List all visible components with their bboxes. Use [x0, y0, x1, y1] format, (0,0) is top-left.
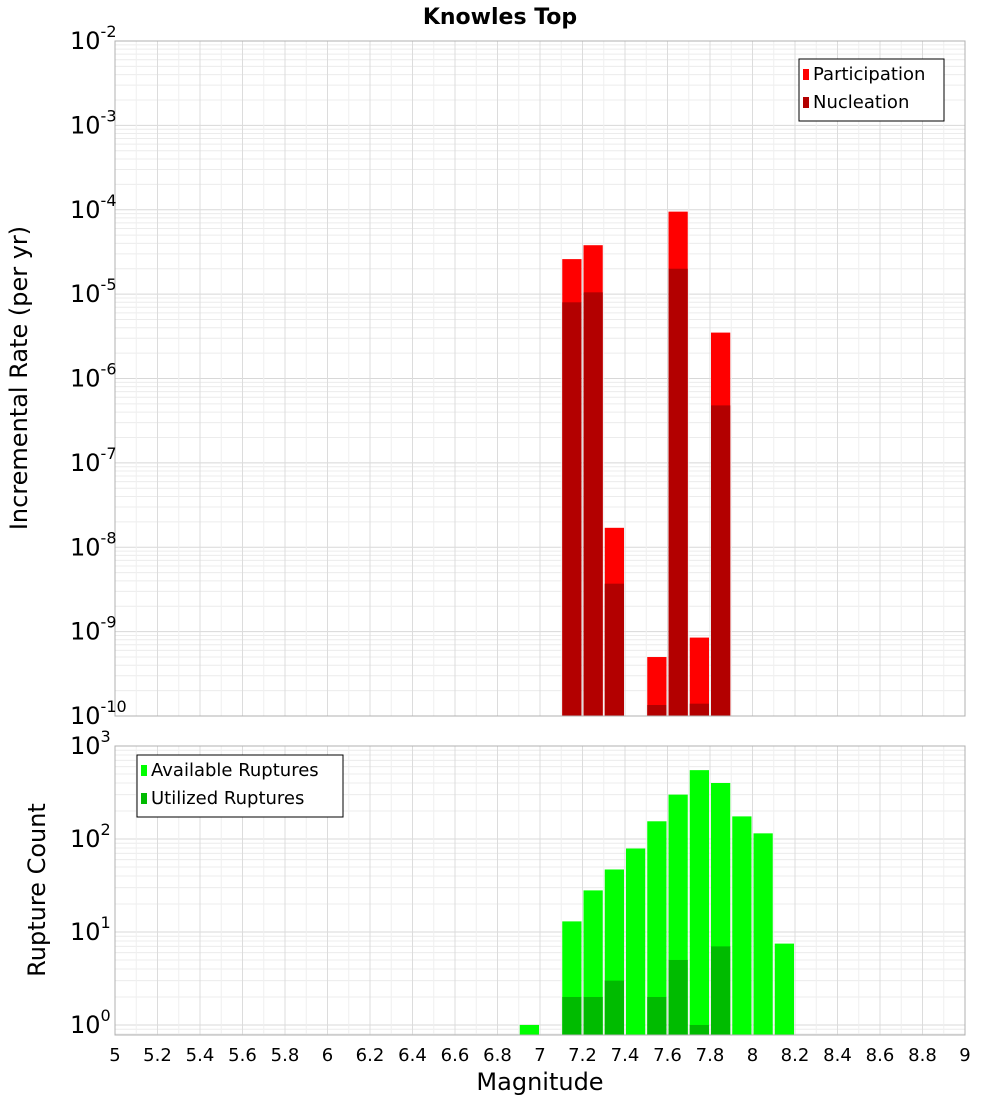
x-tick-label: 5.8 [271, 1045, 300, 1066]
rupture-count-plot: 100 101 102 103 Rupture Count Available Rup… [23, 727, 966, 1039]
rate-legend-label: Participation [813, 64, 925, 85]
rupture-bar-utilized-ruptures [583, 996, 603, 1035]
rate-bar-nucleation [583, 292, 603, 716]
rate-bar-nucleation [647, 705, 667, 716]
x-tick-label: 8.4 [823, 1045, 852, 1066]
rupture-legend-box [136, 754, 344, 818]
rate-bar-nucleation [668, 268, 688, 716]
x-axis-ticks: 5 5.2 5.4 5.6 5.8 6 6.2 6.4 6.6 6.8 7 7.2 7.4 7.6 7.8 8… [109, 1045, 970, 1066]
rate-y-ticks: 10-10 10-9 10-8 10-7 10-6 10-5 10-4 10-3 10-2 [70, 22, 127, 730]
chart-title: Knowles Top [423, 5, 577, 30]
rupture-y-ticks: 100 101 102 103 [70, 727, 111, 1039]
rupture-legend-swatch [141, 765, 147, 776]
rate-bar-participation [647, 657, 667, 716]
x-tick-label: 6.6 [441, 1045, 470, 1066]
rate-y-tick-label: 10-10 [70, 697, 127, 730]
x-tick-label: 6.4 [398, 1045, 427, 1066]
rupture-bar-available-ruptures [626, 848, 646, 1035]
rate-plot: 10-10 10-9 10-8 10-7 10-6 10-5 10-4 10-3 10-2 In… [5, 22, 966, 730]
x-tick-label: 9 [959, 1045, 970, 1066]
x-tick-label: 7 [534, 1045, 545, 1066]
x-tick-label: 5.6 [228, 1045, 257, 1066]
rate-y-tick-label: 10-5 [70, 275, 117, 308]
rupture-bar-utilized-ruptures [562, 996, 582, 1035]
rate-y-tick-label: 10-7 [70, 444, 117, 477]
rupture-bar-utilized-ruptures [668, 959, 688, 1035]
rupture-bar-available-ruptures [753, 833, 773, 1035]
rate-bar-participation [689, 637, 709, 716]
x-tick-label: 5.4 [186, 1045, 215, 1066]
x-tick-label: 5 [109, 1045, 120, 1066]
rupture-legend-swatch [141, 793, 147, 804]
rupture-legend-label: Utilized Ruptures [151, 788, 304, 809]
rate-y-tick-label: 10-9 [70, 613, 117, 646]
rupture-bar-available-ruptures [774, 943, 794, 1035]
x-tick-label: 6.8 [483, 1045, 512, 1066]
rupture-plot-frame [114, 745, 966, 1036]
x-tick-label: 6 [322, 1045, 333, 1066]
rupture-bar-utilized-ruptures [711, 946, 731, 1035]
rate-legend: Participation Nucleation [798, 58, 945, 122]
x-tick-label: 8.6 [866, 1045, 895, 1066]
rate-plot-bars [562, 211, 731, 717]
rate-y-axis-label: Incremental Rate (per yr) [5, 226, 33, 530]
rupture-legend: Available Ruptures Utilized Ruptures [136, 754, 344, 818]
rate-y-tick-label: 10-6 [70, 360, 117, 393]
rate-y-tick-label: 10-3 [70, 106, 117, 139]
x-tick-label: 7.8 [696, 1045, 725, 1066]
rupture-legend-label: Available Ruptures [151, 760, 319, 781]
rate-bar-nucleation [604, 583, 624, 716]
rate-bar-nucleation [689, 703, 709, 716]
rupture-bar-available-ruptures [732, 816, 752, 1035]
x-tick-label: 8.2 [781, 1045, 810, 1066]
rupture-bar-available-ruptures [519, 1024, 539, 1035]
rate-bar-nucleation [562, 302, 582, 716]
rate-legend-swatch [803, 97, 809, 108]
rate-legend-box [798, 58, 945, 122]
rupture-bar-utilized-ruptures [604, 980, 624, 1035]
x-tick-label: 8 [747, 1045, 758, 1066]
rate-y-tick-label: 10-8 [70, 528, 117, 561]
rate-y-tick-label: 10-4 [70, 191, 117, 224]
x-tick-label: 7.4 [611, 1045, 640, 1066]
rupture-y-tick-label: 102 [70, 820, 111, 853]
x-tick-label: 6.2 [356, 1045, 385, 1066]
rupture-bar-available-ruptures [647, 821, 667, 1035]
rupture-y-tick-label: 103 [70, 727, 111, 760]
rate-plot-frame [114, 40, 966, 717]
rate-bar-nucleation [711, 405, 731, 716]
x-tick-label: 5.2 [143, 1045, 172, 1066]
rate-legend-label: Nucleation [813, 92, 909, 113]
x-axis-label: Magnitude [476, 1068, 603, 1096]
rate-plot-grid [115, 41, 966, 717]
rupture-plot-bars [519, 770, 794, 1035]
rupture-bar-available-ruptures [689, 770, 709, 1035]
rupture-bar-utilized-ruptures [647, 996, 667, 1035]
rate-y-tick-label: 10-2 [70, 22, 117, 55]
rupture-y-tick-label: 100 [70, 1006, 111, 1039]
rate-legend-swatch [803, 69, 809, 80]
x-tick-label: 8.8 [908, 1045, 937, 1066]
rupture-bar-utilized-ruptures [689, 1024, 709, 1035]
rupture-y-tick-label: 101 [70, 913, 111, 946]
rupture-y-axis-label: Rupture Count [23, 803, 51, 977]
x-tick-label: 7.2 [568, 1045, 597, 1066]
x-tick-label: 7.6 [653, 1045, 682, 1066]
